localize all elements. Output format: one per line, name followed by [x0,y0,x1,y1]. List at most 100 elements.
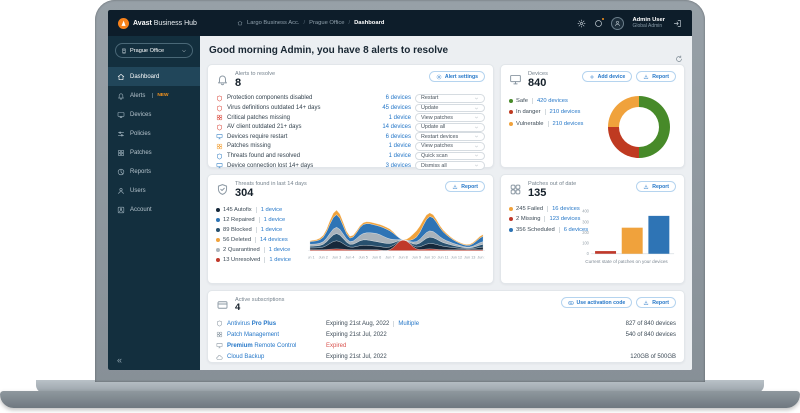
user-role: Global Admin [632,23,663,30]
legend-devices-link[interactable]: 1 device [255,206,282,213]
svg-text:Jun 9: Jun 9 [412,254,421,259]
collapse-sidebar-icon[interactable]: « [117,355,123,365]
alert-action-dropdown[interactable]: Dismiss all [415,161,485,170]
alert-action-dropdown[interactable]: Update all [415,122,485,132]
alert-row: Patches missing 1 device View patches [216,142,485,152]
subscription-usage: 540 of 840 devices [625,331,676,338]
subscription-name-link[interactable]: Premium Remote Control [216,342,326,349]
sidebar-item-users[interactable]: Users [108,181,200,200]
page-title: Good morning Admin, you have 8 alerts to… [209,45,449,56]
legend-devices-link[interactable]: 210 devices [547,120,583,127]
alert-settings-button[interactable]: Alert settings [428,71,485,82]
devices-report-button[interactable]: Report [636,71,676,82]
subscriptions-report-button[interactable]: Report [636,297,676,308]
legend-label: 2 Quarantined [223,246,260,253]
bell-icon [216,73,229,86]
alert-action-dropdown[interactable]: Restart devices [415,132,485,142]
sidebar-item-label: Dashboard [130,73,160,80]
alert-devices-link[interactable]: 1 device [388,114,411,121]
org-selector[interactable]: Prague Office [115,43,193,58]
avatar[interactable] [611,16,625,30]
legend-devices-link[interactable]: 1 device [258,216,285,223]
sidebar-item-reports[interactable]: Reports [108,162,200,181]
alert-action-dropdown[interactable]: Update [415,103,485,113]
legend-item: 356 Scheduled 6 devices [509,226,588,233]
devices-card-title: Devices [528,71,548,77]
alert-action-dropdown[interactable]: View patches [415,142,485,151]
credit-card-icon [216,299,229,311]
alert-label: Device connection lost 14+ days [227,162,314,169]
alert-action-dropdown[interactable]: Restart [415,94,485,103]
add-device-button[interactable]: Add device [581,71,633,82]
alert-devices-link[interactable]: 6 devices [385,133,411,140]
sidebar-item-patches[interactable]: Patches [108,143,200,162]
sidebar-item-label: Devices [130,111,152,118]
subscription-name-link[interactable]: Patch Management [216,331,326,338]
logout-icon[interactable] [673,19,682,28]
alerts-card-title: Alerts to resolve [235,71,276,77]
legend-devices-link[interactable]: 6 devices [558,226,588,233]
alert-devices-link[interactable]: 1 device [388,153,411,159]
laptop-base [36,380,764,393]
legend-devices-link[interactable]: 210 devices [544,109,580,116]
svg-text:Jun 5: Jun 5 [359,254,369,259]
alert-label: Critical patches missing [227,114,291,121]
svg-text:Jun 12: Jun 12 [451,254,462,259]
alert-action-dropdown[interactable]: Quick scan [415,151,485,161]
legend-dot [509,217,513,222]
sidebar-item-policies[interactable]: Policies [108,124,200,143]
sidebar-item-account[interactable]: Account [108,200,200,219]
subscription-multiple-link[interactable]: Multiple [393,320,420,327]
legend-label: 356 Scheduled [516,226,555,233]
notifications-icon[interactable] [594,16,606,28]
settings-gear-icon[interactable] [577,19,586,28]
legend-dot [216,237,220,242]
subscriptions-card: Active subscriptions 4 Use activation co… [207,290,685,363]
legend-devices-link[interactable]: 16 devices [547,205,580,212]
alert-action-dropdown[interactable]: View patches [415,113,485,123]
alert-devices-link[interactable]: 1 device [388,143,411,150]
alert-row: Threats found and resolved 1 device Quick … [216,151,485,161]
alert-devices-link[interactable]: 45 devices [382,105,411,112]
legend-devices-link[interactable]: 420 devices [531,97,568,104]
sidebar-item-alerts[interactable]: Alerts NEW [108,86,200,105]
legend-dot [509,110,513,115]
svg-text:Jun 3: Jun 3 [332,254,341,259]
legend-devices-link[interactable]: 14 devices [255,236,288,243]
user-info[interactable]: Admin User Global Admin [632,17,665,30]
legend-devices-link[interactable]: 123 devices [544,216,580,223]
refresh-icon[interactable] [675,55,683,63]
shield-icon [216,95,223,102]
svg-text:0: 0 [587,251,590,256]
alert-row: Devices require restart 6 devices Restart … [216,132,485,142]
legend-devices-link[interactable]: 1 device [264,256,291,263]
chevron-down-icon [474,96,479,101]
threats-report-button[interactable]: Report [445,181,485,192]
use-activation-code-button[interactable]: Use activation code [560,297,633,308]
sidebar-item-label: Alerts [130,92,146,99]
breadcrumb: Largo Business Acc. / Prague Office / Dashbo… [237,20,384,26]
threats-card: Threats found in last 14 days 304 Report [207,174,494,284]
sidebar-item-devices[interactable]: Devices [108,105,200,124]
alert-devices-link[interactable]: 6 devices [385,95,411,102]
patches-bar-chart: 0 100 200 300 400 [582,208,675,256]
breadcrumb-item[interactable]: Prague Office [309,20,345,26]
svg-text:Jun 14: Jun 14 [477,254,485,259]
patches-report-button[interactable]: Report [636,181,676,192]
svg-text:Jun 8: Jun 8 [398,254,407,259]
alert-devices-link[interactable]: 3 devices [385,162,411,169]
user-icon [117,187,125,195]
legend-dot [509,121,513,126]
sidebar-item-dashboard[interactable]: Dashboard [108,67,200,86]
bell-icon [117,92,125,100]
svg-text:Jun 7: Jun 7 [385,254,394,259]
monitor-icon [216,342,223,349]
devices-card: Devices 840 Add device Report [500,64,685,168]
subscriptions-count: 4 [235,302,241,313]
subscription-name-link[interactable]: Antivirus Pro Plus [216,320,326,327]
alert-devices-link[interactable]: 14 devices [382,124,411,131]
breadcrumb-item[interactable]: Largo Business Acc. [246,20,300,26]
subscription-name-link[interactable]: Cloud Backup [216,354,326,361]
legend-devices-link[interactable]: 1 device [255,226,282,233]
legend-devices-link[interactable]: 1 device [263,246,290,253]
